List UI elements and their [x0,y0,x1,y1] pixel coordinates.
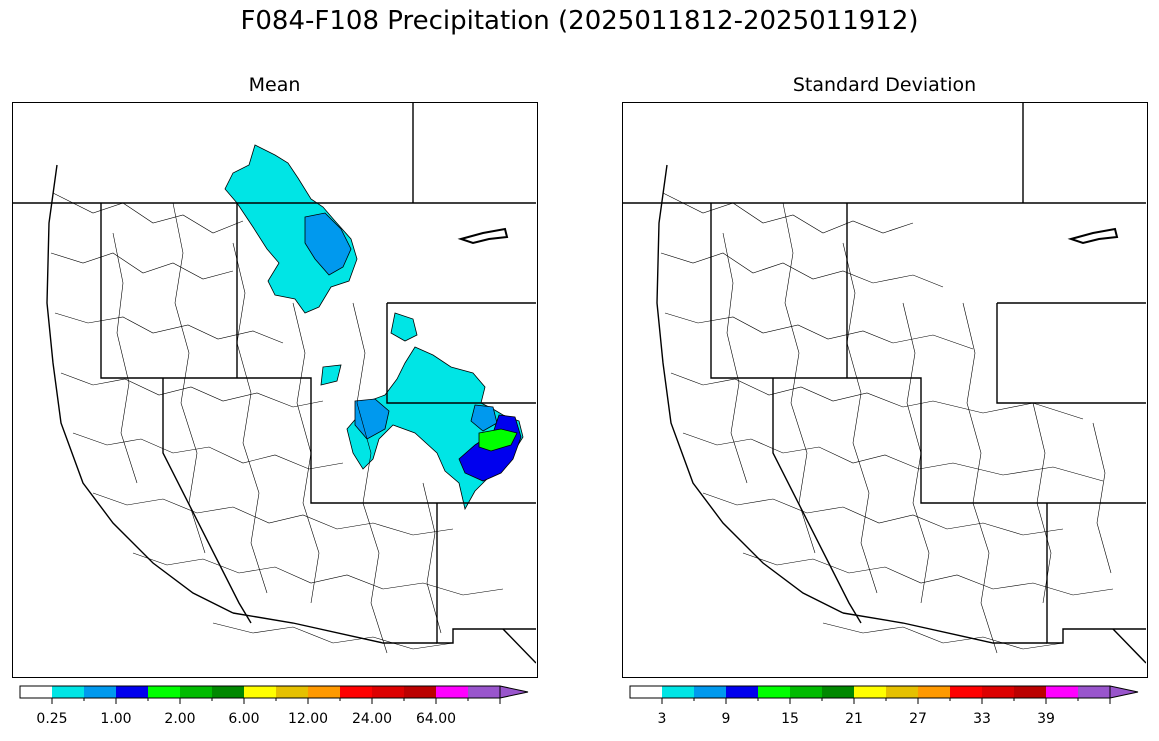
colorbar-swatch [276,686,308,698]
colorbar-swatch [372,686,404,698]
stddev-borders [623,103,1146,664]
colorbar-tick-label: 0.25 [36,711,68,727]
colorbar-tick-label: 9 [721,711,731,727]
colorbar-tick-label: 39 [1037,711,1055,727]
colorbar-tick-label: 64.00 [415,711,457,727]
colorbar-swatch [854,686,886,698]
colorbar-swatch [630,686,662,698]
colorbar-swatch [52,686,84,698]
colorbar-swatch [148,686,180,698]
mean-lake-outline [457,227,509,245]
colorbar-swatch [918,686,950,698]
colorbar-swatch [822,686,854,698]
stddev-colorbar [629,685,1139,704]
colorbar-tick-label: 3 [657,711,667,727]
colorbar-swatch [244,686,276,698]
colorbar-tick-label: 15 [781,711,799,727]
colorbar-swatch [20,686,52,698]
mean-basin-lines [50,192,504,654]
colorbar-swatch [982,686,1014,698]
colorbar-swatch [180,686,212,698]
colorbar-swatch [116,686,148,698]
colorbar-tick-label: 1.00 [100,711,132,727]
colorbar-extend-arrow [499,685,529,699]
colorbar-swatch [436,686,468,698]
colorbar-swatch [1078,686,1110,698]
colorbar-swatch [468,686,500,698]
mean-borders [13,103,536,664]
stddev-map [622,102,1148,678]
colorbar-swatch [1014,686,1046,698]
mean-panel-title: Mean [248,74,301,96]
colorbar-extend-arrow [1109,685,1139,699]
colorbar-swatch [790,686,822,698]
figure-title: F084-F108 Precipitation (2025011812-2025… [240,6,919,36]
colorbar-tick-label: 12.00 [287,711,329,727]
colorbar-outline [629,685,1111,699]
colorbar-swatch [404,686,436,698]
mean-colorbar [19,685,529,704]
colorbar-swatch [212,686,244,698]
stddev-basin-lines [660,192,1114,654]
colorbar-swatch [308,686,340,698]
colorbar-tick-label: 33 [973,711,991,727]
stddev-lake-outline [1067,227,1119,245]
colorbar-tick-label: 24.00 [351,711,393,727]
mean-map [12,102,538,678]
colorbar-swatch [84,686,116,698]
colorbar-swatch [758,686,790,698]
colorbar-swatch [694,686,726,698]
mean-precip-shading [224,144,524,511]
colorbar-swatch [340,686,372,698]
colorbar-swatch [1046,686,1078,698]
colorbar-swatch [950,686,982,698]
colorbar-tick-label: 21 [845,711,863,727]
colorbar-swatch [886,686,918,698]
colorbar-outline [19,685,501,699]
colorbar-tick-label: 27 [909,711,927,727]
colorbar-swatch [662,686,694,698]
colorbar-swatch [726,686,758,698]
colorbar-tick-label: 2.00 [164,711,196,727]
stddev-panel-title: Standard Deviation [792,74,977,96]
colorbar-tick-label: 6.00 [228,711,260,727]
